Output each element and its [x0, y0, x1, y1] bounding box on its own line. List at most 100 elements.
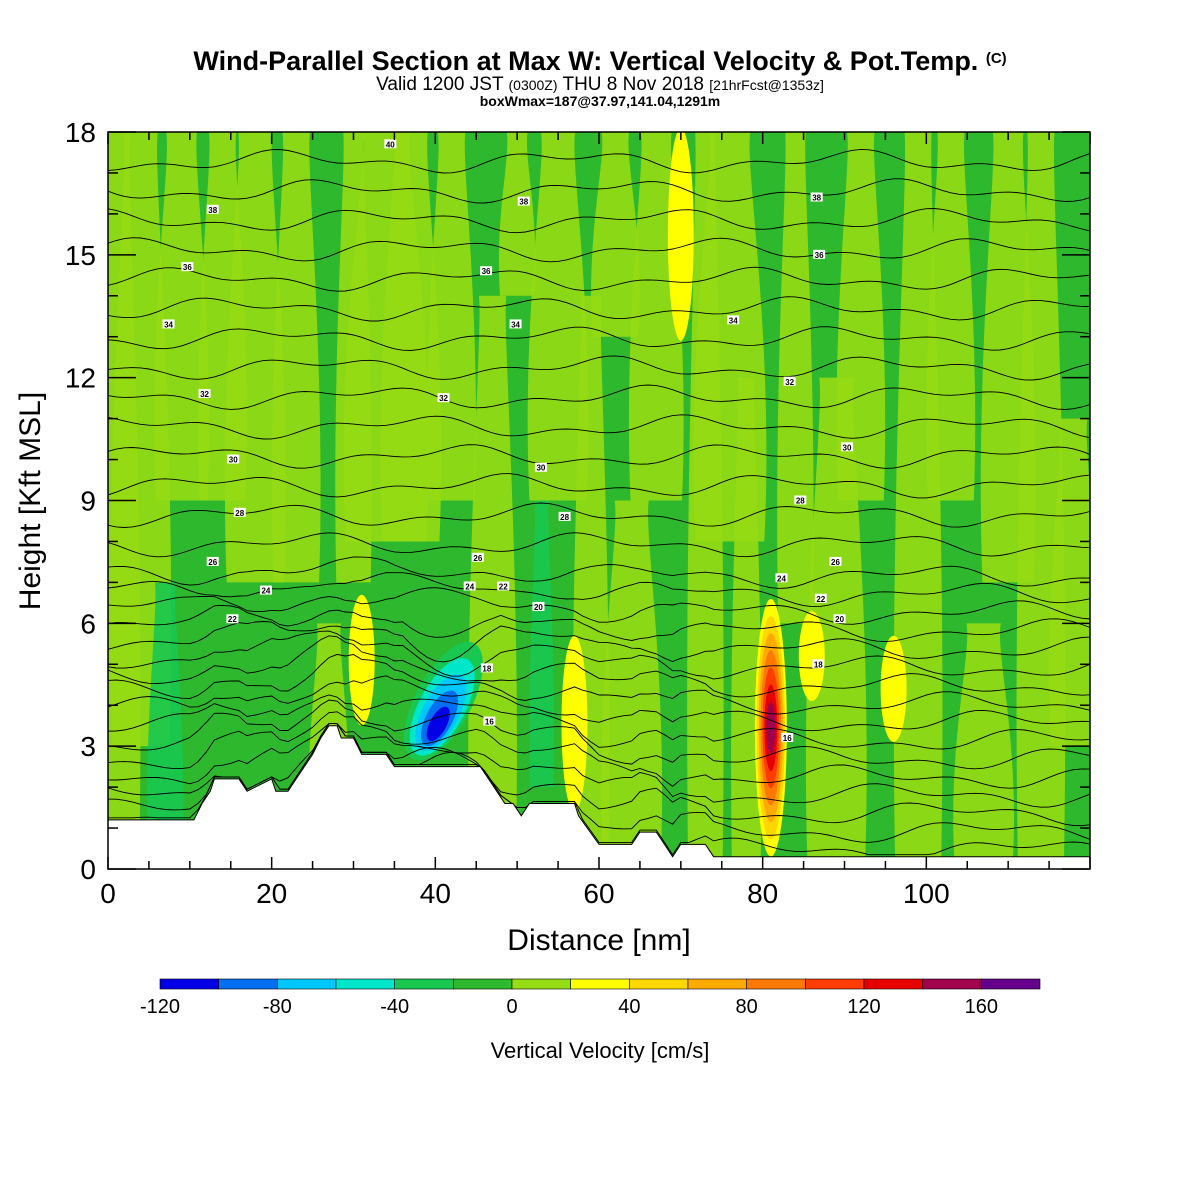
- contour-label-box: [727, 315, 740, 325]
- contour-label-text: 36: [482, 267, 491, 276]
- contour-label-box: [384, 139, 397, 149]
- contour-label-text: 38: [519, 198, 528, 207]
- updraft-core: [880, 635, 907, 742]
- theta-contour-label: 38: [517, 196, 530, 207]
- contour-label-text: 24: [465, 582, 474, 591]
- theta-contour-label: 32: [783, 376, 796, 387]
- contour-label-text: 32: [785, 378, 794, 387]
- y-tick-label: 3: [80, 731, 96, 762]
- theta-contour-line: [108, 653, 1090, 715]
- velocity-streak: [154, 132, 210, 501]
- valid-prefix: Valid 1200 JST: [376, 74, 504, 95]
- colorbar-swatch: [981, 978, 1041, 990]
- box-info: boxWmax=187@37.97,141.04,1291m: [479, 93, 721, 109]
- velocity-streak: [271, 132, 321, 583]
- colorbar-swatch: [863, 978, 923, 990]
- theta-contour-line: [108, 148, 1090, 174]
- contour-label-box: [517, 196, 530, 206]
- colorbar-tick-label: -120: [140, 996, 180, 1018]
- velocity-cores: [348, 132, 907, 857]
- contour-label-text: 16: [485, 718, 494, 727]
- theta-contour-line: [108, 694, 1090, 750]
- plot-area: 40 38 38 38 36 36 36 34 34 34 32 32 32 30 30 30 28 28 28 26…: [108, 132, 1090, 869]
- contour-label-text: 22: [228, 615, 237, 624]
- contour-label-box: [534, 462, 547, 472]
- contour-label-text: 16: [783, 734, 792, 743]
- velocity-streak: [468, 295, 517, 869]
- updraft-core: [561, 635, 588, 812]
- x-tick-label: 0: [100, 878, 116, 909]
- contour-label-text: 30: [229, 456, 238, 465]
- theta-contour-label: 30: [227, 454, 240, 465]
- theta-contour-line: [108, 178, 1090, 204]
- contour-label-box: [783, 376, 796, 386]
- contour-label-text: 20: [835, 615, 844, 624]
- contour-label-box: [206, 556, 219, 566]
- velocity-streak: [427, 132, 477, 501]
- contour-label-text: 26: [208, 558, 217, 567]
- velocity-streak: [147, 582, 184, 869]
- colorbar-tick-label: 80: [736, 996, 758, 1018]
- velocity-streak: [591, 132, 640, 337]
- theta-contour-label: 28: [233, 507, 246, 518]
- theta-contour-label: 30: [840, 442, 853, 452]
- colorbar-swatch: [746, 978, 806, 990]
- velocity-streak: [926, 132, 976, 501]
- colorbar-swatch: [218, 978, 278, 990]
- theta-contour-label: 26: [829, 556, 842, 567]
- contour-label-text: 28: [235, 509, 244, 518]
- theta-contour-label: 40: [384, 139, 397, 149]
- theta-contour-line: [108, 630, 1090, 680]
- y-tick-label: 9: [80, 486, 96, 517]
- colorbar-tick-label: 0: [506, 996, 517, 1018]
- theta-contour-line: [108, 587, 1090, 625]
- theta-contour-label: 26: [471, 552, 484, 563]
- contour-label-box: [162, 319, 175, 329]
- theta-contour-line: [108, 711, 1090, 789]
- theta-contour-line: [108, 237, 1090, 263]
- valid-utc: (0300Z): [508, 77, 558, 93]
- theta-contour-label: 16: [483, 716, 496, 727]
- theta-contour-label: 38: [206, 204, 219, 215]
- theta-contour-line: [108, 723, 1090, 808]
- contour-label-box: [480, 266, 493, 276]
- theta-contour-label: 26: [206, 556, 219, 567]
- colorbar-swatch: [394, 978, 454, 990]
- colorbar-swatch: [805, 978, 865, 990]
- y-tick-label: 12: [65, 363, 96, 394]
- theta-contour-label: 24: [259, 585, 272, 596]
- contour-label-text: 22: [499, 582, 508, 591]
- theta-contours: [108, 148, 1090, 856]
- contour-label-text: 24: [777, 574, 786, 583]
- colorbar-label: Vertical Velocity [cm/s]: [491, 1038, 710, 1063]
- contour-label-box: [480, 663, 493, 673]
- colorbar-swatch: [453, 978, 513, 990]
- x-tick-label: 20: [256, 878, 287, 909]
- theta-contour-label: 34: [162, 319, 175, 329]
- contour-label-box: [812, 659, 825, 669]
- contour-label-text: 26: [831, 558, 840, 567]
- x-tick-label: 100: [903, 878, 950, 909]
- contour-label-text: 40: [386, 140, 395, 149]
- theta-contour-label: 34: [509, 319, 522, 329]
- colorbar-tick-label: 120: [847, 996, 880, 1018]
- contour-label-text: 32: [200, 390, 209, 399]
- theta-contour-label: 24: [463, 581, 476, 591]
- chart-title-text: Wind-Parallel Section at Max W: Vertical…: [193, 46, 979, 76]
- theta-contour-label: 38: [810, 192, 823, 203]
- theta-contour-line: [108, 296, 1090, 322]
- contour-label-box: [558, 511, 571, 521]
- colorbar-swatch: [335, 978, 395, 990]
- colorbar-tick-label: -40: [380, 996, 409, 1018]
- contour-label-text: 36: [183, 263, 192, 272]
- theta-contour-line: [108, 266, 1090, 292]
- theta-contour-label: 22: [814, 593, 827, 604]
- contour-label-box: [829, 556, 842, 566]
- colorbar: -120 -80 -40 0 40 80 120 160: [140, 978, 1041, 1018]
- theta-contour-line: [108, 355, 1090, 381]
- theta-contour-label: 22: [226, 614, 239, 624]
- contour-label-text: 26: [473, 554, 482, 563]
- contour-label-box: [181, 262, 194, 272]
- contour-label-box: [813, 249, 826, 259]
